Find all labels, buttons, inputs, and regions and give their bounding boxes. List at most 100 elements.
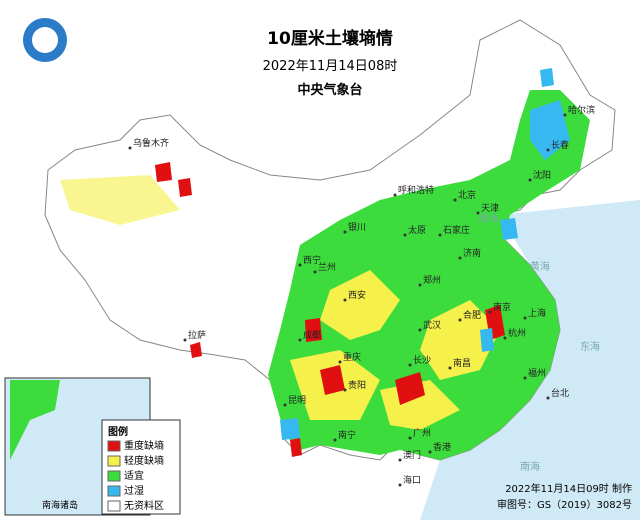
- city-label: 杭州: [508, 327, 526, 339]
- city-label: 成都: [303, 329, 321, 341]
- city-dot: [333, 438, 337, 442]
- city-dot: [438, 233, 442, 237]
- city-dot: [458, 318, 462, 322]
- legend-frame: [101, 419, 181, 515]
- city-label: 上海: [528, 307, 546, 319]
- legend-label: 轻度缺墒: [124, 454, 164, 467]
- city-label: 福州: [528, 367, 546, 379]
- city-label: 澳门: [403, 449, 421, 461]
- sea-label: 东海: [580, 340, 600, 353]
- inset-land: [10, 380, 60, 460]
- inset-label: 南海诸岛: [42, 499, 78, 511]
- legend-swatch: [107, 440, 121, 452]
- city-dot: [523, 316, 527, 320]
- city-label: 贵阳: [348, 379, 366, 391]
- city-label: 银川: [348, 221, 366, 233]
- city-label: 哈尔滨: [568, 104, 595, 116]
- city-label: 石家庄: [443, 224, 470, 236]
- sea-label: 渤海: [478, 212, 498, 225]
- zone-severe-drought: [155, 162, 505, 457]
- city-label: 南京: [493, 301, 511, 313]
- city-dot: [408, 363, 412, 367]
- city-dot: [393, 193, 397, 197]
- logo-inner: [32, 27, 58, 53]
- city-label: 南宁: [338, 429, 356, 441]
- footer-review: 审图号：GS（2019）3082号: [497, 498, 632, 511]
- city-dot: [398, 483, 402, 487]
- city-dot: [546, 148, 550, 152]
- sea-label: 南海: [520, 460, 540, 473]
- sea-label: 黄海: [530, 260, 550, 273]
- date: 2022年11月14日08时: [263, 59, 398, 74]
- city-label: 西宁: [303, 254, 321, 266]
- city-dot: [183, 338, 187, 342]
- city-dot: [418, 283, 422, 287]
- city-label: 长沙: [413, 354, 431, 366]
- city-dot: [488, 310, 492, 314]
- city-dot: [528, 178, 532, 182]
- city-label: 香港: [433, 441, 451, 453]
- sea: [420, 200, 640, 520]
- city-dot: [523, 376, 527, 380]
- city-dot: [398, 458, 402, 462]
- city-dot: [313, 270, 317, 274]
- city-label: 乌鲁木齐: [133, 137, 169, 149]
- legend-swatch: [107, 500, 121, 512]
- city-dot: [546, 396, 550, 400]
- city-dot: [338, 360, 342, 364]
- city-label: 西安: [348, 289, 366, 301]
- city-label: 济南: [463, 247, 481, 259]
- city-label: 南昌: [453, 357, 471, 369]
- legend-label: 过湿: [124, 484, 144, 497]
- city-label: 合肥: [463, 309, 481, 321]
- city-dot: [428, 450, 432, 454]
- city-label: 拉萨: [188, 329, 206, 341]
- city-dot: [343, 388, 347, 392]
- city-dot: [458, 256, 462, 260]
- city-dot: [298, 263, 302, 267]
- legend-swatch: [107, 470, 121, 482]
- city-dot: [503, 336, 507, 340]
- zone-light-drought: [60, 175, 180, 225]
- title: 10厘米土壤墒情: [267, 28, 393, 49]
- city-label: 台北: [551, 387, 569, 399]
- city-label: 呼和浩特: [398, 184, 434, 196]
- city-dot: [453, 198, 457, 202]
- city-dot: [403, 233, 407, 237]
- legend-label: 无资料区: [124, 499, 164, 512]
- city-label: 广州: [413, 427, 431, 439]
- city-label: 兰州: [318, 261, 336, 273]
- city-dot: [128, 146, 132, 150]
- city-dot: [408, 436, 412, 440]
- city-label: 长春: [551, 139, 569, 151]
- city-dot: [298, 338, 302, 342]
- city-label: 太原: [408, 224, 426, 236]
- city-label: 重庆: [343, 351, 361, 363]
- city-label: 武汉: [423, 319, 441, 331]
- agency: 中央气象台: [297, 82, 362, 98]
- city-dot: [343, 298, 347, 302]
- legend-label: 重度缺墒: [124, 439, 164, 452]
- legend-swatch: [107, 455, 121, 467]
- footer-made: 2022年11月14日09时 制作: [505, 482, 632, 495]
- city-dot: [476, 211, 480, 215]
- city-label: 海口: [403, 474, 421, 486]
- legend-swatch: [107, 485, 121, 497]
- city-dot: [563, 113, 567, 117]
- legend-title: 图例: [108, 425, 128, 438]
- legend-label: 适宜: [124, 469, 144, 482]
- city-label: 天津: [481, 203, 499, 214]
- city-label: 北京: [458, 189, 476, 201]
- city-dot: [343, 230, 347, 234]
- city-label: 沈阳: [533, 169, 551, 181]
- city-dot: [283, 403, 287, 407]
- city-label: 昆明: [288, 395, 306, 406]
- city-dot: [418, 328, 422, 332]
- city-dot: [448, 366, 452, 370]
- city-label: 郑州: [423, 274, 441, 286]
